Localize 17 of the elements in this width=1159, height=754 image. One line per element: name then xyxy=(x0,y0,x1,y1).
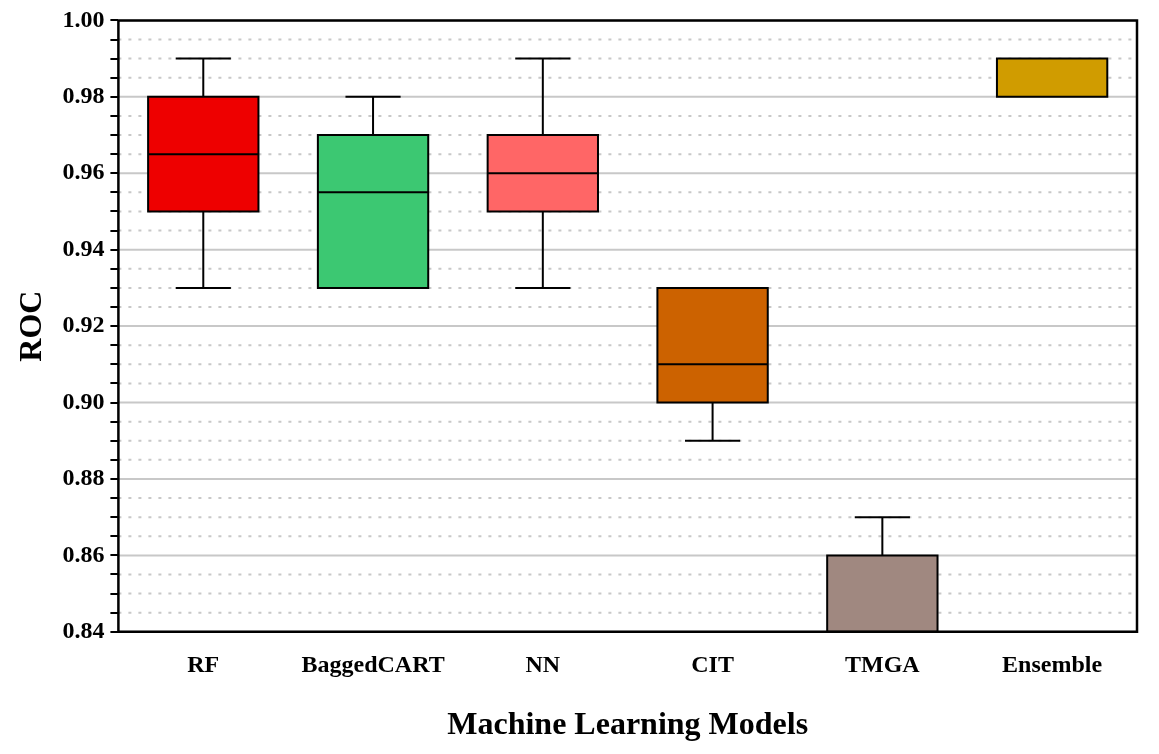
y-tick-label: 0.84 xyxy=(62,617,105,643)
y-tick-label: 0.94 xyxy=(62,234,105,261)
y-tick-label: 0.92 xyxy=(62,311,105,338)
y-tick-label: 1.00 xyxy=(62,5,105,32)
x-tick-label: TMGA xyxy=(845,651,921,678)
y-tick-label: 0.90 xyxy=(62,387,105,414)
y-tick-label: 0.98 xyxy=(62,82,105,109)
y-tick-label: 0.96 xyxy=(62,158,105,185)
x-tick-label: CIT xyxy=(691,651,734,678)
x-tick-label: NN xyxy=(525,651,561,678)
x-tick-label: Ensemble xyxy=(1002,651,1103,678)
x-tick-label: RF xyxy=(187,651,220,678)
x-axis-title: Machine Learning Models xyxy=(447,705,809,742)
y-tick-label: 0.86 xyxy=(62,540,105,567)
x-tick-label: BaggedCART xyxy=(301,651,445,678)
y-tick-label: 0.88 xyxy=(62,464,105,491)
y-axis-title: ROC xyxy=(12,290,49,362)
